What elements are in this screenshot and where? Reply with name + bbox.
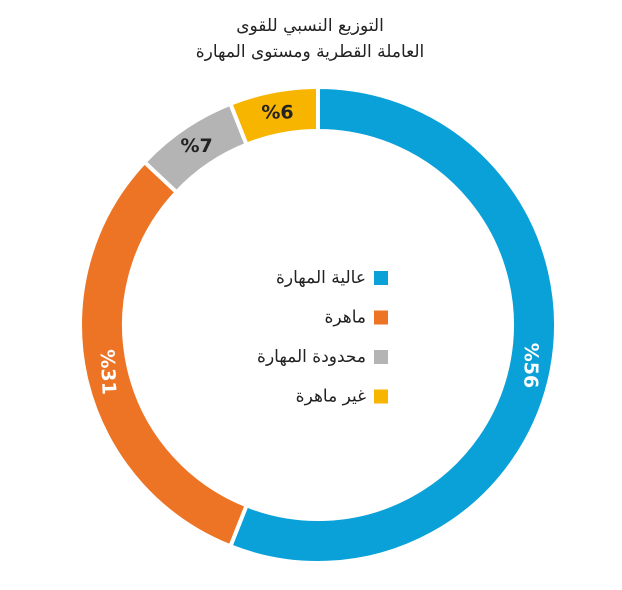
legend-label: محدودة المهارة xyxy=(257,347,366,367)
legend-swatch xyxy=(374,350,388,364)
donut-slice xyxy=(227,84,320,148)
legend-label: عالية المهارة xyxy=(276,268,366,288)
value-label: %7 xyxy=(180,135,212,157)
donut-slice xyxy=(227,84,558,565)
value-label: %31 xyxy=(96,349,120,395)
legend-swatch xyxy=(374,271,388,285)
value-label: %56 xyxy=(519,343,542,389)
legend-label: غير ماهرة xyxy=(296,387,366,407)
chart-title: التوزيع النسبي للقوى xyxy=(236,16,384,36)
legend-swatch xyxy=(374,310,388,325)
value-label: %6 xyxy=(261,101,293,123)
legend-label: ماهرة xyxy=(324,308,366,328)
chart-title: العاملة القطرية ومستوى المهارة xyxy=(196,42,425,62)
legend-swatch xyxy=(374,389,388,404)
